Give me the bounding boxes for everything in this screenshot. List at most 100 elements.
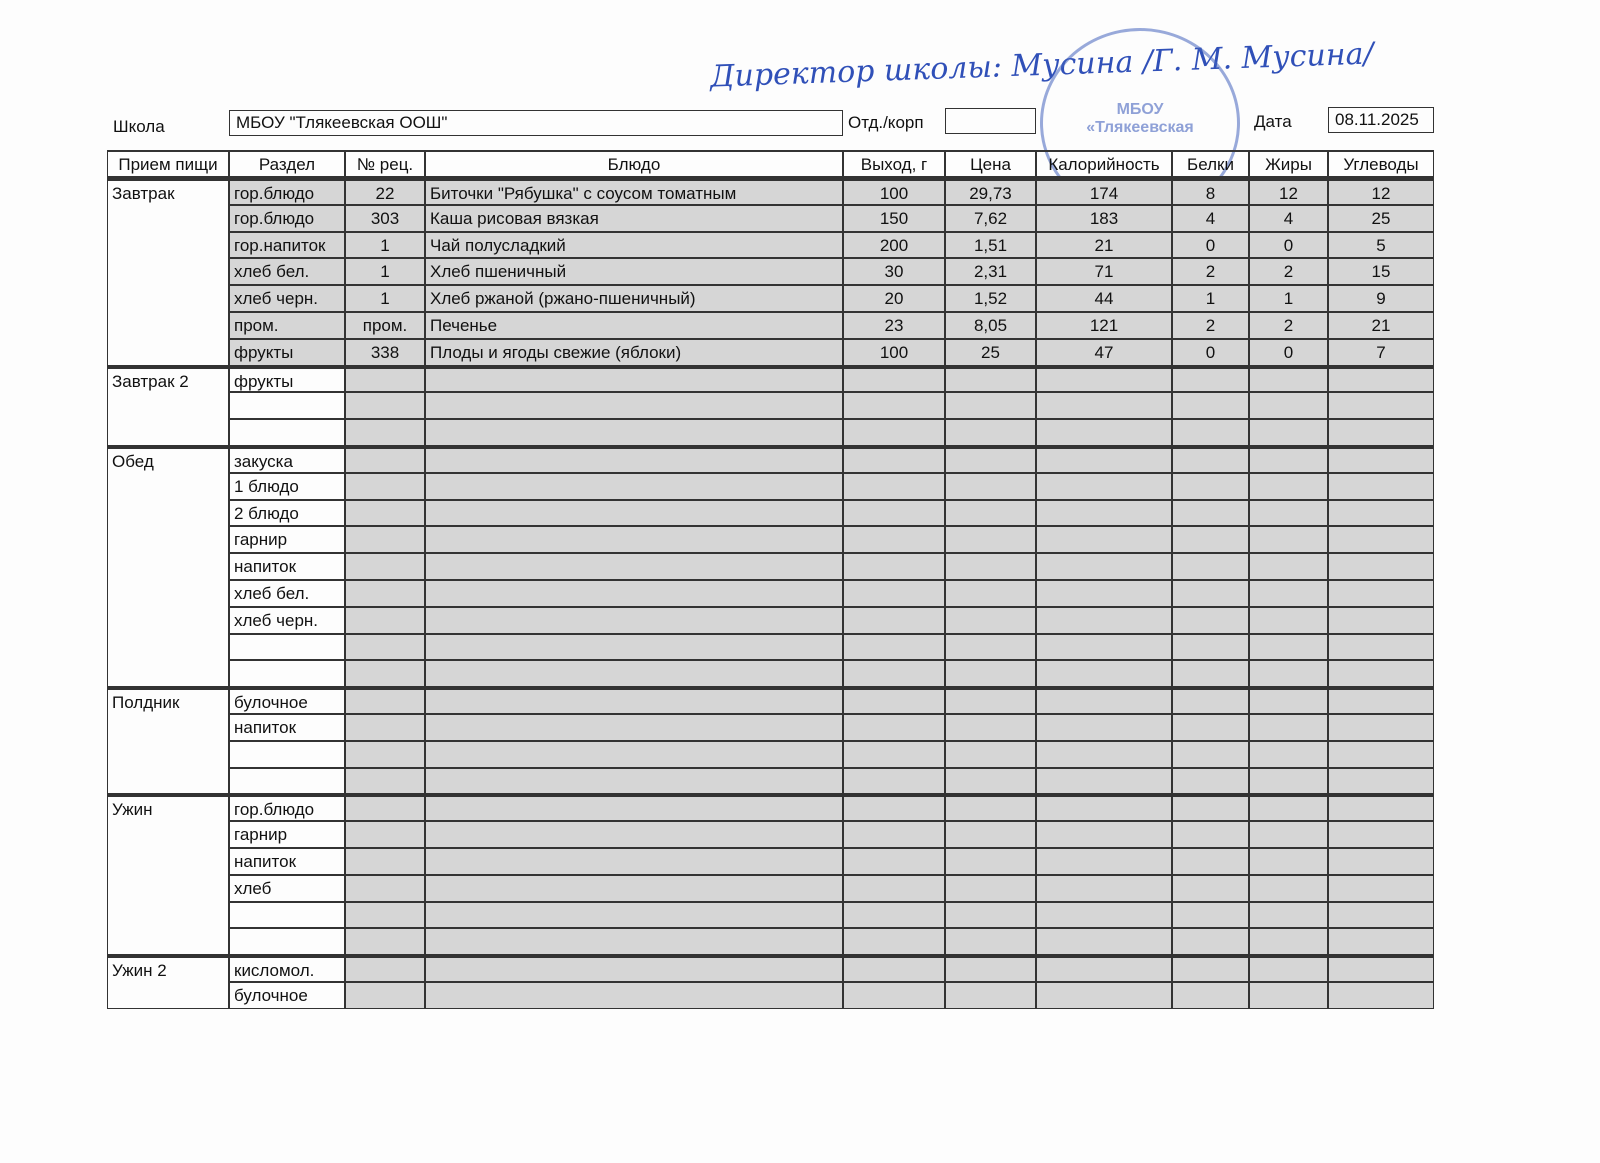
value-cell [345,901,425,929]
column-header: Раздел [229,150,345,178]
date-value: 08.11.2025 [1328,107,1434,133]
value-cell [945,821,1036,848]
value-cell: 71 [1036,258,1172,286]
value-cell [1172,365,1249,393]
value-cell [1249,660,1328,688]
value-cell [945,740,1036,768]
section-cell [229,767,345,795]
column-header: Калорийность [1036,150,1172,178]
value-cell: 5 [1328,231,1434,259]
dish-cell [425,901,843,929]
value-cell [1172,982,1249,1009]
value-cell [1328,955,1434,982]
value-cell [1172,526,1249,554]
value-cell [945,982,1036,1009]
value-cell [843,392,945,420]
value-cell [945,901,1036,929]
section-cell: хлеб бел. [229,580,345,607]
value-cell [843,687,945,714]
dish-cell: Печенье [425,312,843,339]
dish-cell [425,553,843,580]
value-cell [345,526,425,554]
value-cell [1249,901,1328,929]
value-cell [843,472,945,500]
value-cell [843,553,945,580]
value-cell [345,633,425,661]
value-cell [945,472,1036,500]
value-cell [1172,472,1249,500]
value-cell [1328,848,1434,875]
value-cell: 1,51 [945,231,1036,259]
value-cell [1328,740,1434,768]
section-cell: хлеб черн. [229,606,345,634]
value-cell: 12 [1249,178,1328,205]
value-cell [1249,821,1328,848]
value-cell [1249,955,1328,982]
value-cell [345,446,425,473]
value-cell [1172,714,1249,741]
value-cell [1249,606,1328,634]
value-cell [1328,392,1434,420]
value-cell: 4 [1249,204,1328,232]
value-cell [345,874,425,902]
value-cell: 200 [843,231,945,259]
section-cell: гор.блюдо [229,204,345,232]
section-cell: гор.блюдо [229,178,345,205]
value-cell: 183 [1036,204,1172,232]
value-cell: 4 [1172,204,1249,232]
section-cell: напиток [229,553,345,580]
section-cell: гор.блюдо [229,794,345,822]
value-cell [345,553,425,580]
dish-cell: Чай полусладкий [425,231,843,259]
section-cell: кисломол. [229,955,345,982]
value-cell [1328,526,1434,554]
value-cell [843,446,945,473]
value-cell [843,606,945,634]
value-cell [1249,633,1328,661]
value-cell [1036,660,1172,688]
value-cell [843,982,945,1009]
value-cell [1036,740,1172,768]
column-header: № рец. [345,150,425,178]
value-cell: 0 [1249,231,1328,259]
value-cell: 7,62 [945,204,1036,232]
value-cell [1172,794,1249,822]
value-cell [1328,767,1434,795]
value-cell [1249,982,1328,1009]
dish-cell [425,687,843,714]
section-cell: напиток [229,714,345,741]
value-cell: 1 [1172,285,1249,312]
value-cell [1036,687,1172,714]
section-cell: гарнир [229,821,345,848]
value-cell: 100 [843,338,945,366]
value-cell: 22 [345,178,425,205]
value-cell: пром. [345,312,425,339]
value-cell [1328,687,1434,714]
value-cell [843,955,945,982]
value-cell [1328,499,1434,527]
value-cell [945,392,1036,420]
value-cell [1036,767,1172,795]
value-cell: 21 [1036,231,1172,259]
value-cell: 1,52 [945,285,1036,312]
value-cell [945,499,1036,527]
column-header: Белки [1172,150,1249,178]
value-cell [1036,392,1172,420]
value-cell [1172,499,1249,527]
value-cell [1036,365,1172,393]
section-cell: хлеб черн. [229,285,345,312]
dish-cell [425,928,843,956]
value-cell: 12 [1328,178,1434,205]
value-cell [1172,606,1249,634]
section-cell: 2 блюдо [229,499,345,527]
value-cell: 150 [843,204,945,232]
value-cell [1036,794,1172,822]
value-cell [345,580,425,607]
value-cell [945,526,1036,554]
value-cell: 23 [843,312,945,339]
section-cell: булочное [229,687,345,714]
meal-cell: Завтрак [107,178,229,366]
dish-cell [425,419,843,446]
value-cell: 121 [1036,312,1172,339]
column-header: Прием пищи [107,150,229,178]
